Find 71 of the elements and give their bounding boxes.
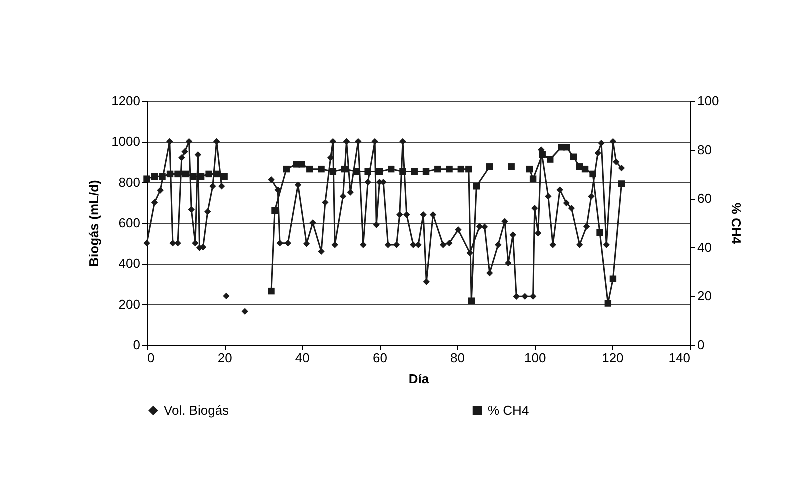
point xyxy=(466,166,472,173)
point xyxy=(318,166,325,173)
x-tick-label: 0 xyxy=(148,350,155,366)
legend-label: % CH4 xyxy=(488,402,530,418)
x-tick-label: 80 xyxy=(450,350,466,366)
y2-tick-label: 0 xyxy=(698,338,705,352)
x-tick-label: 120 xyxy=(602,350,624,366)
point xyxy=(458,166,465,173)
y-tick-label: 400 xyxy=(118,256,140,272)
point xyxy=(446,166,453,173)
point xyxy=(182,170,190,178)
point xyxy=(486,164,494,170)
point xyxy=(151,173,158,180)
y2-tick-label: 80 xyxy=(698,142,712,158)
point xyxy=(341,166,348,173)
point xyxy=(582,166,589,173)
point xyxy=(206,170,212,178)
y-axis-title: Biogás (mL/d) xyxy=(86,180,102,267)
point xyxy=(411,168,418,176)
point xyxy=(330,168,337,176)
point xyxy=(221,173,228,180)
point xyxy=(596,229,604,236)
y2-axis-title: % CH4 xyxy=(729,202,744,245)
point xyxy=(268,288,275,295)
y-tick-label: 600 xyxy=(118,216,140,230)
point xyxy=(604,300,612,307)
point xyxy=(166,170,174,178)
x-tick-label: 100 xyxy=(524,350,546,366)
point xyxy=(298,161,306,168)
legend-label: Vol. Biogás xyxy=(164,402,230,418)
point xyxy=(272,207,278,214)
y-tick-label: 800 xyxy=(118,174,140,190)
x-tick-label: 40 xyxy=(295,350,310,366)
y2-tick-label: 60 xyxy=(698,191,712,206)
point xyxy=(144,176,150,182)
point xyxy=(563,144,570,151)
point xyxy=(539,151,546,158)
point xyxy=(508,164,515,170)
point xyxy=(473,183,480,190)
y-tick-label: 200 xyxy=(118,296,140,312)
y-tick-label: 1000 xyxy=(112,134,140,150)
x-tick-label: 60 xyxy=(372,350,388,366)
point xyxy=(570,154,577,160)
point xyxy=(213,170,220,178)
point xyxy=(526,166,534,173)
x-axis-title: Día xyxy=(408,372,430,386)
point xyxy=(530,176,537,182)
x-tick-label: 140 xyxy=(668,350,690,366)
point xyxy=(422,168,430,176)
point xyxy=(364,168,372,176)
y2-tick-label: 40 xyxy=(698,240,712,255)
point xyxy=(468,298,475,304)
point xyxy=(547,156,554,163)
y-tick-label: 0 xyxy=(133,338,140,352)
point xyxy=(618,180,626,188)
y2-tick-label: 20 xyxy=(698,288,712,304)
point xyxy=(306,166,314,173)
x-tick-label: 20 xyxy=(218,350,232,366)
y-tick-label: 1200 xyxy=(112,94,140,108)
point xyxy=(434,166,442,173)
point xyxy=(283,166,290,173)
y2-tick-label: 100 xyxy=(698,94,720,108)
point xyxy=(159,173,166,180)
point xyxy=(190,173,197,180)
point xyxy=(174,170,182,178)
point xyxy=(353,168,360,176)
point xyxy=(388,166,395,173)
point xyxy=(590,170,596,178)
point xyxy=(376,168,384,176)
point xyxy=(610,276,617,282)
point xyxy=(400,168,406,176)
